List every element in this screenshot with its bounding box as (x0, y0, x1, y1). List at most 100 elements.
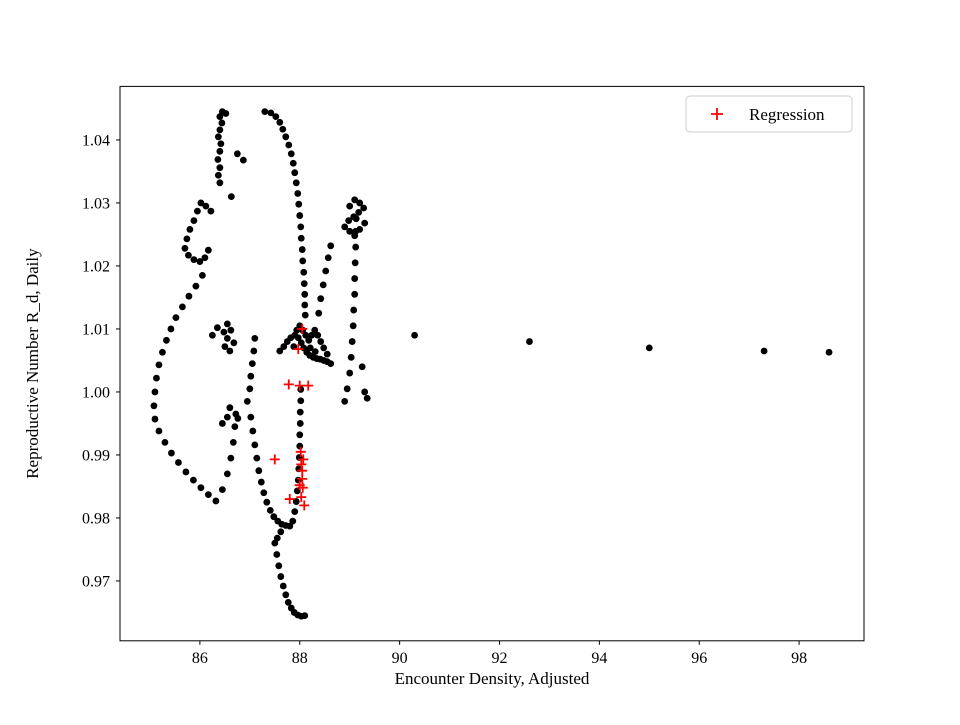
y-tick-label: 0.99 (82, 447, 110, 464)
data-point (182, 468, 190, 476)
data-point (223, 413, 231, 421)
data-point (247, 413, 255, 421)
data-point (197, 484, 205, 492)
x-tick-label: 98 (791, 650, 807, 667)
data-point (299, 257, 307, 265)
data-point (217, 140, 225, 148)
data-point (214, 133, 222, 141)
data-point (233, 150, 241, 158)
data-point (645, 344, 653, 352)
x-tick-label: 86 (192, 650, 208, 667)
y-tick-label: 0.98 (82, 510, 110, 527)
data-point (190, 217, 198, 224)
data-point (213, 324, 221, 332)
data-point (296, 442, 304, 450)
data-point (282, 133, 290, 141)
regression-point (303, 380, 314, 391)
data-point (300, 268, 308, 276)
data-point (229, 438, 237, 446)
data-point (275, 562, 283, 570)
data-point (322, 267, 330, 275)
data-point (231, 423, 239, 430)
data-point (351, 290, 359, 298)
data-point (168, 449, 175, 457)
data-point (351, 196, 359, 204)
y-tick-label: 1.03 (82, 195, 110, 212)
data-point (201, 254, 209, 262)
data-point (314, 331, 322, 339)
data-point (297, 234, 305, 242)
data-point (297, 223, 305, 231)
data-point (267, 109, 275, 117)
data-point (294, 334, 302, 342)
data-point (261, 108, 269, 115)
data-point (355, 209, 363, 216)
data-point (247, 372, 255, 380)
data-point (351, 232, 359, 240)
data-point (361, 219, 369, 227)
data-point (341, 223, 349, 231)
data-point (287, 150, 295, 158)
data-point (351, 259, 359, 267)
data-point (319, 281, 327, 289)
data-point (356, 199, 364, 207)
data-point (234, 415, 242, 422)
data-point (297, 397, 305, 405)
data-point (214, 171, 222, 179)
regression-point (296, 492, 307, 503)
y-tick-label: 1.01 (82, 321, 110, 338)
regression-point (294, 380, 305, 391)
data-point (345, 217, 353, 224)
y-tick-label: 0.97 (82, 573, 110, 590)
x-tick-label: 96 (691, 650, 707, 667)
x-axis-label: Encounter Density, Adjusted (395, 669, 590, 688)
x-tick-label: 94 (591, 650, 607, 667)
data-point (346, 227, 354, 235)
data-point (825, 348, 833, 356)
regression-point (269, 454, 280, 465)
data-point (289, 159, 297, 167)
data-point (296, 420, 304, 427)
data-point (279, 125, 287, 133)
data-point (350, 213, 358, 221)
data-point (301, 311, 309, 319)
data-point (175, 459, 182, 466)
data-point (291, 508, 299, 516)
data-point (361, 388, 369, 396)
tick-marks: 86 88 90 92 94 96 98 0.97 0.98 0.99 1.00 1.01 1.02 1.… (82, 132, 807, 666)
data-point (243, 398, 251, 405)
y-tick-label: 1.04 (82, 132, 110, 149)
regression-point (295, 446, 306, 457)
data-point (277, 573, 285, 580)
y-tick-label: 1.02 (82, 258, 110, 275)
data-point (350, 306, 358, 314)
data-point (167, 325, 175, 333)
data-point (358, 363, 366, 371)
data-point (159, 348, 166, 356)
data-point (212, 497, 220, 505)
data-point (181, 244, 189, 252)
data-point (150, 402, 158, 410)
data-point (276, 347, 284, 355)
data-point (185, 251, 192, 259)
data-point (220, 328, 228, 336)
data-point (273, 534, 281, 542)
regression-point (284, 494, 295, 505)
data-point (305, 336, 313, 344)
data-point (300, 280, 308, 287)
data-point (251, 335, 259, 342)
data-point (197, 199, 205, 207)
data-point (284, 598, 292, 606)
data-point (204, 246, 212, 254)
data-point (279, 582, 287, 590)
data-point (311, 348, 319, 356)
data-point (297, 386, 305, 393)
data-point (277, 528, 285, 536)
data-point (349, 322, 357, 330)
data-point (216, 164, 224, 172)
data-point (216, 179, 224, 187)
data-point (223, 335, 231, 342)
data-point (161, 438, 169, 446)
